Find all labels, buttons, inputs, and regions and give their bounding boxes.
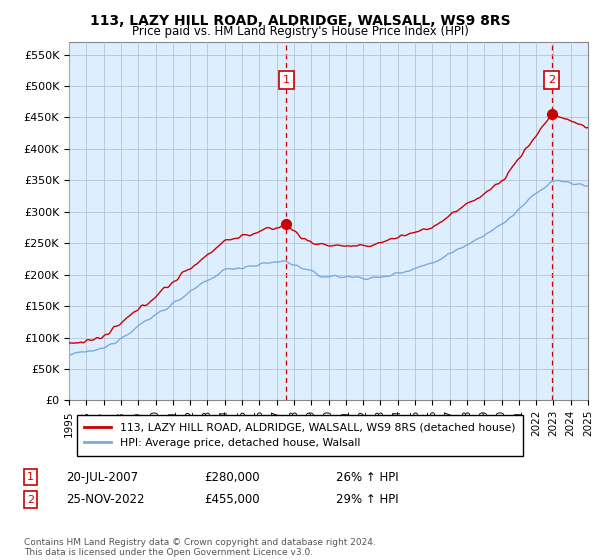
Text: 2: 2	[548, 74, 555, 85]
Text: Price paid vs. HM Land Registry's House Price Index (HPI): Price paid vs. HM Land Registry's House …	[131, 25, 469, 38]
Legend: 113, LAZY HILL ROAD, ALDRIDGE, WALSALL, WS9 8RS (detached house), HPI: Average p: 113, LAZY HILL ROAD, ALDRIDGE, WALSALL, …	[77, 415, 523, 456]
Text: 1: 1	[283, 74, 290, 85]
Text: Contains HM Land Registry data © Crown copyright and database right 2024.
This d: Contains HM Land Registry data © Crown c…	[24, 538, 376, 557]
Text: 26% ↑ HPI: 26% ↑ HPI	[336, 470, 398, 484]
Text: £455,000: £455,000	[204, 493, 260, 506]
Text: 2: 2	[27, 494, 34, 505]
Text: 25-NOV-2022: 25-NOV-2022	[66, 493, 145, 506]
Text: 29% ↑ HPI: 29% ↑ HPI	[336, 493, 398, 506]
Text: £280,000: £280,000	[204, 470, 260, 484]
Text: 113, LAZY HILL ROAD, ALDRIDGE, WALSALL, WS9 8RS: 113, LAZY HILL ROAD, ALDRIDGE, WALSALL, …	[89, 14, 511, 28]
Text: 1: 1	[27, 472, 34, 482]
Text: 20-JUL-2007: 20-JUL-2007	[66, 470, 138, 484]
